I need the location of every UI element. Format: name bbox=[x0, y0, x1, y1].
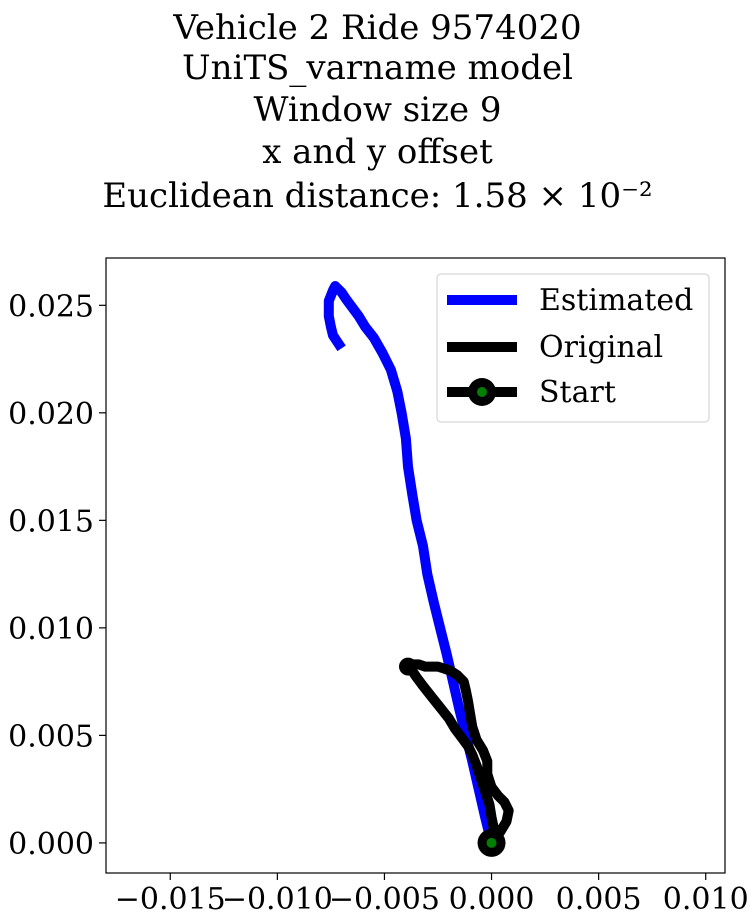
start-marker-center bbox=[486, 837, 497, 848]
x-axis: −0.015−0.010−0.005 0.000 0.005 0.010 bbox=[115, 873, 749, 917]
y-axis: 0.000 0.005 0.010 0.015 0.020 0.025 bbox=[8, 289, 106, 862]
x-tick-label: 0.010 bbox=[663, 882, 749, 917]
legend-item-original-label: Original bbox=[539, 330, 663, 365]
legend: Estimated Original Start bbox=[436, 273, 710, 423]
plot-frame bbox=[105, 257, 726, 874]
legend-box bbox=[436, 273, 710, 423]
y-tick-label: 0.010 bbox=[8, 612, 94, 647]
legend-item-start-marker-center bbox=[477, 387, 487, 397]
x-tick-label: −0.015 bbox=[115, 882, 226, 917]
legend-item-start-label: Start bbox=[539, 375, 616, 410]
title-line-1: Vehicle 2 Ride 9574020 bbox=[173, 8, 582, 48]
x-tick-label: 0.005 bbox=[556, 882, 642, 917]
legend-item-estimated-label: Estimated bbox=[539, 283, 693, 318]
series-layer bbox=[323, 281, 514, 857]
y-tick-label: 0.020 bbox=[8, 397, 94, 432]
y-tick-label: 0.025 bbox=[8, 289, 94, 324]
title-line-3: Window size 9 bbox=[253, 90, 502, 130]
title-line-2: UniTS_varname model bbox=[182, 48, 573, 88]
title-line-5: Euclidean distance: 1.58 × 10⁻² bbox=[102, 176, 653, 216]
x-tick-label: −0.010 bbox=[222, 882, 333, 917]
y-tick-label: 0.000 bbox=[8, 827, 94, 862]
y-tick-label: 0.015 bbox=[8, 504, 94, 539]
title-line-4: x and y offset bbox=[262, 132, 493, 172]
x-tick-label: −0.005 bbox=[329, 882, 440, 917]
y-tick-label: 0.005 bbox=[8, 719, 94, 754]
series-estimated-line bbox=[323, 281, 497, 845]
original-turn-point bbox=[399, 657, 418, 676]
x-tick-label: 0.000 bbox=[449, 882, 535, 917]
